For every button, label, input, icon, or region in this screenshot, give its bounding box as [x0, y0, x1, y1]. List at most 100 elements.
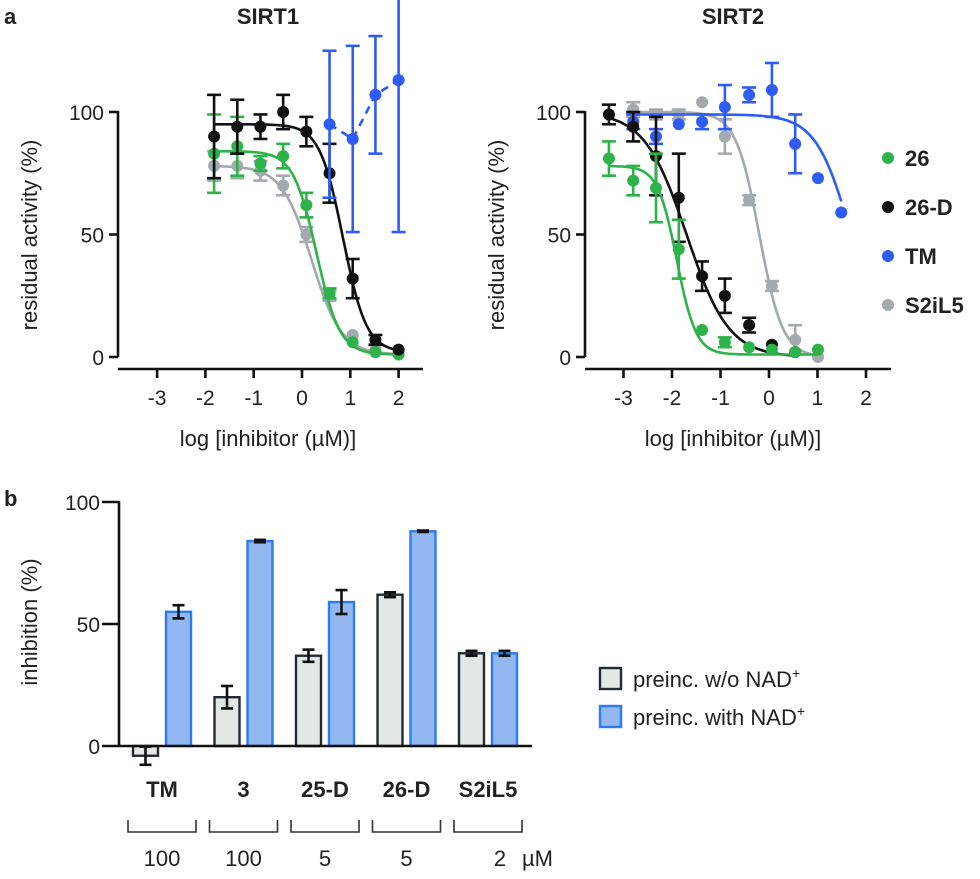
- series-s2il5-point: [300, 228, 313, 241]
- x-tick-label: -3: [148, 387, 167, 410]
- legend-marker-s2il5: [882, 299, 894, 311]
- sirt1-title: SIRT1: [237, 4, 299, 29]
- series-tm-point: [696, 115, 709, 128]
- bar-s2il5-with-nad: [490, 652, 519, 748]
- legend-marker-tm: [882, 250, 894, 262]
- series-26-point: [300, 199, 313, 212]
- y-tick-label: 0: [559, 347, 571, 370]
- series-26-d-point: [208, 130, 221, 143]
- series-26-point: [602, 152, 615, 165]
- concentration-label: 5: [319, 846, 331, 871]
- y-tick-label: 50: [548, 225, 571, 248]
- series-26-point: [765, 343, 778, 356]
- x-tick-label: -2: [196, 387, 215, 410]
- series-tm-point: [392, 74, 405, 87]
- bar-25-d-with-nad: [327, 600, 356, 748]
- series-26-d-point: [602, 108, 615, 121]
- category-bracket: [290, 820, 360, 833]
- concentration-label: 5: [400, 846, 412, 871]
- bar-s2il5-wo-nad: [457, 652, 486, 748]
- sirt2-y-axis-label: residual activity (%): [484, 140, 509, 331]
- x-tick-label: 0: [763, 387, 775, 410]
- inhibition-bar-chart: 0 50 100 TM 100 3 100 25-D 5 26-D 5 S2iL5 2: [65, 492, 532, 871]
- series-26-fit-curve: [214, 149, 399, 356]
- bar-26-d-wo-nad: [376, 593, 404, 748]
- series-26-point: [811, 343, 824, 356]
- series-26-point: [696, 324, 709, 337]
- series-26-point: [672, 243, 685, 256]
- y-tick-label: 0: [88, 736, 100, 759]
- series-26-point: [649, 181, 662, 194]
- series-26-point: [277, 150, 290, 163]
- y-tick-label: 50: [81, 225, 104, 248]
- category-label-tm: TM: [146, 777, 178, 802]
- series-tm-fit-curve: [633, 113, 843, 202]
- series-tm-point: [346, 132, 359, 145]
- series-s2il5-point: [765, 279, 778, 292]
- series-26-d-point: [231, 120, 244, 133]
- series-26-point: [346, 336, 359, 349]
- category-bracket: [453, 820, 523, 833]
- y-tick-label: 100: [65, 492, 100, 515]
- x-tick-label: -3: [614, 387, 633, 410]
- series-26-point: [743, 341, 756, 354]
- series-26-d-point: [696, 270, 709, 283]
- x-tick-label: 2: [393, 387, 405, 410]
- concentration-label: 100: [144, 846, 181, 871]
- series-26-d-fit-curve: [608, 116, 796, 357]
- series-26-d-point: [300, 125, 313, 138]
- panel-label-a: a: [4, 4, 17, 29]
- category-label-3: 3: [237, 777, 249, 802]
- x-tick-label: -1: [711, 387, 730, 410]
- series-tm-point: [369, 88, 382, 101]
- series-s2il5-point: [789, 333, 802, 346]
- legend-swatch-wo-nad: [598, 666, 623, 691]
- series-26-point: [627, 174, 640, 187]
- series-tm-connector: [328, 79, 400, 141]
- category-label-26-d: 26-D: [383, 777, 431, 802]
- series-26-d-point: [369, 333, 382, 346]
- series-26-fit-curve: [609, 164, 818, 356]
- series-26-point: [254, 157, 267, 170]
- concentration-label: 100: [225, 846, 262, 871]
- x-tick-label: 1: [812, 387, 824, 410]
- legend-label-26-d: 26-D: [905, 195, 953, 220]
- sirt2-x-axis-label: log [inhibitor (µM)]: [645, 426, 822, 451]
- series-s2il5-point: [696, 96, 709, 109]
- category-label-25-d: 25-D: [301, 777, 349, 802]
- legend-swatch-with-nad: [598, 704, 623, 729]
- series-s2il5-point: [743, 194, 756, 207]
- sirt1-x-axis-label: log [inhibitor (µM)]: [180, 426, 357, 451]
- series-tm-point: [672, 118, 685, 131]
- y-tick-label: 100: [536, 102, 571, 125]
- series-tm-point: [765, 83, 778, 96]
- x-tick-label: 2: [860, 387, 872, 410]
- series-s2il5-point: [277, 179, 290, 192]
- series-tm-point: [323, 118, 336, 131]
- series-s2il5-fit-curve: [214, 164, 399, 356]
- series-s2il5-point: [718, 130, 731, 143]
- series-26-d-point: [743, 319, 756, 332]
- legend-marker-26-d: [882, 201, 894, 213]
- series-tm-point: [789, 137, 802, 150]
- concentration-label: 2: [494, 846, 506, 871]
- series-26-point: [323, 287, 336, 300]
- series-26-d-point: [277, 106, 290, 118]
- series-tm-point: [835, 206, 848, 219]
- sirt1-y-axis-label: residual activity (%): [17, 140, 42, 331]
- series-26-d-point: [254, 120, 267, 133]
- category-bracket: [208, 820, 279, 833]
- legend-label-with-nad: preinc. with NAD+: [633, 703, 805, 730]
- legend-label-26: 26: [905, 146, 929, 171]
- series-tm-point: [718, 101, 731, 114]
- series-26-d-point: [627, 120, 640, 133]
- series-26-d-point: [392, 343, 405, 356]
- category-bracket: [371, 820, 442, 833]
- y-tick-label: 0: [92, 347, 104, 370]
- x-tick-label: -1: [244, 387, 263, 410]
- series-26-d-point: [672, 191, 685, 204]
- sirt2-plot: 0 50 100 -3 -2 -1 0 1 2 26 26-D TM S2iL5: [536, 61, 964, 410]
- series-26-point: [789, 346, 802, 359]
- bar-y-axis-label: inhibition (%): [17, 558, 42, 685]
- series-26-d-point: [346, 272, 359, 285]
